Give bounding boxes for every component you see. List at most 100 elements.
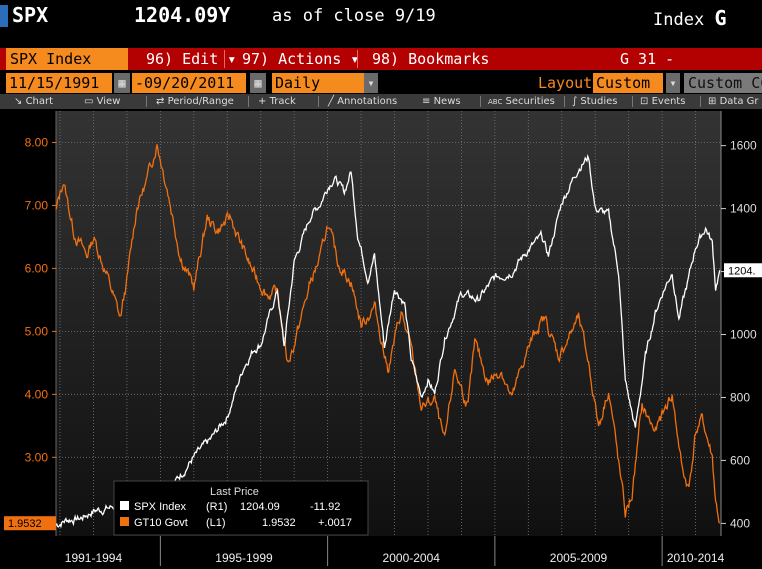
- toolbar-divider: [564, 96, 565, 107]
- security-header: SPX 1204.09Y as of close 9/19 Index G: [0, 0, 762, 32]
- toolbar-studies[interactable]: ∫ Studies: [572, 95, 618, 108]
- toolbar-period-range[interactable]: ⇄ Period/Range: [156, 95, 234, 108]
- toolbar-divider: [248, 96, 249, 107]
- bookmarks-menu[interactable]: 98) Bookmarks: [372, 50, 490, 68]
- chevron-down-icon[interactable]: ▾: [666, 73, 680, 93]
- as-of-close: as of close 9/19: [272, 6, 436, 26]
- menu-divider: [357, 50, 358, 68]
- chart-icon: ↘: [14, 96, 23, 107]
- toolbar-studies-label: Studies: [580, 96, 618, 107]
- last-price-tag-right: 1204.: [724, 263, 762, 278]
- menu-divider: [224, 50, 225, 68]
- index-label-text: Index: [653, 10, 705, 30]
- toolbar-track[interactable]: + Track: [258, 95, 296, 108]
- custom-field[interactable]: Custom CC: [684, 73, 762, 93]
- last-price-tag-left-text: 1.9532: [8, 518, 42, 530]
- legend-box: [113, 480, 369, 536]
- left-axis-tick-label: 7.00: [25, 198, 49, 212]
- toolbar-annotations[interactable]: ╱ Annotations: [328, 95, 397, 108]
- x-axis: 1991-1994 1995-1999 2000-2004 2005-2009 2010…: [65, 551, 725, 565]
- index-label: Index G: [653, 6, 726, 30]
- last-price-tag-left-box: [4, 516, 56, 531]
- right-axis-tick-label: 800: [730, 390, 750, 404]
- last-price-tag-right-box: [724, 263, 762, 278]
- end-date-value: 09/20/2011: [144, 74, 235, 92]
- chevron-down-icon[interactable]: ▾: [364, 73, 378, 93]
- toolbar-divider: [480, 96, 481, 107]
- chart-legend[interactable]: Last Price SPX Index (R1) 1204.09 -11.92…: [113, 480, 369, 536]
- header-accent-bar: [0, 5, 8, 27]
- toolbar-chart-label: Chart: [25, 96, 54, 107]
- legend-title: Last Price: [210, 486, 259, 498]
- toolbar-view-label: View: [96, 96, 121, 107]
- track-icon: +: [258, 96, 267, 107]
- toolbar-chart[interactable]: ↘ Chart: [14, 95, 53, 108]
- right-axis-tick-label: 1400: [730, 202, 757, 216]
- left-axis-tick-label: 8.00: [25, 135, 49, 149]
- actions-menu[interactable]: 97) Actions ▾: [242, 48, 359, 70]
- layout-label: Layout: [538, 74, 593, 92]
- left-axis-tick-label: 4.00: [25, 387, 49, 401]
- date-range-row: 11/15/1991 ▦ -09/20/2011 ▦ Daily ▾ Layou…: [0, 72, 762, 94]
- securities-icon: ABC: [488, 98, 503, 106]
- data-grid-icon: ⊞: [708, 96, 717, 107]
- toolbar-divider: [146, 96, 147, 107]
- edit-menu[interactable]: 96) Edit ▾: [146, 48, 236, 70]
- last-price-tag-right-text: 1204.: [728, 265, 756, 277]
- period-separators: [159, 536, 663, 566]
- legend-change-gt10: +.0017: [318, 517, 352, 529]
- right-axis-tick-label: 400: [730, 516, 750, 530]
- toolbar-period-label: Period/Range: [167, 96, 234, 107]
- chart-toolbar: ↘ Chart ▭ View ⇄ Period/Range + Track ╱ …: [0, 94, 762, 109]
- toolbar-events-label: Events: [651, 96, 686, 107]
- toolbar-securities[interactable]: ABC Securities: [488, 95, 555, 109]
- toolbar-track-label: Track: [269, 96, 296, 107]
- annotations-icon: ╱: [328, 96, 335, 107]
- edit-menu-label: 96) Edit: [146, 50, 219, 68]
- toolbar-data-grid-label: Data Gr: [719, 96, 759, 107]
- right-axis-tick-label: 600: [730, 453, 750, 467]
- function-bar: SPX Index 96) Edit ▾ 97) Actions ▾ 98) B…: [0, 48, 762, 90]
- chart-name: G 31 - EquityVsRate: [620, 50, 728, 90]
- calendar-icon[interactable]: ▦: [250, 73, 266, 93]
- toolbar-view[interactable]: ▭ View: [84, 95, 120, 108]
- view-icon: ▭: [84, 96, 94, 107]
- calendar-icon[interactable]: ▦: [114, 73, 130, 93]
- toolbar-news[interactable]: ≡ News: [422, 95, 461, 108]
- events-icon: ⊡: [640, 96, 649, 107]
- security-field[interactable]: SPX Index: [6, 48, 128, 70]
- end-date-field[interactable]: -09/20/2011: [132, 73, 246, 93]
- legend-swatch-spx: [120, 501, 129, 510]
- actions-menu-label: 97) Actions: [242, 50, 342, 68]
- x-axis-tick-label: 1991-1994: [65, 551, 123, 565]
- left-axis: 3.00 4.00 5.00 6.00 7.00 8.00: [25, 111, 57, 536]
- toolbar-securities-label: Securities: [505, 96, 555, 107]
- layout-select[interactable]: Custom: [593, 73, 663, 93]
- x-axis-tick-label: 2000-2004: [383, 551, 441, 565]
- price-chart[interactable]: 3.00 4.00 5.00 6.00 7.00 8.00 400 600 800 1000 12…: [0, 109, 762, 569]
- toolbar-news-label: News: [433, 96, 461, 107]
- toolbar-data-grid[interactable]: ⊞ Data Gr: [708, 95, 759, 108]
- toolbar-divider: [700, 96, 701, 107]
- news-icon: ≡: [422, 96, 431, 107]
- x-axis-tick-label: 2005-2009: [550, 551, 608, 565]
- legend-axis-gt10: (L1): [206, 517, 226, 529]
- start-date-field[interactable]: 11/15/1991: [6, 73, 112, 93]
- toolbar-events[interactable]: ⊡ Events: [640, 95, 685, 108]
- edit-caret-icon: ▾: [227, 50, 237, 68]
- period-select[interactable]: Daily: [272, 73, 364, 93]
- x-axis-tick-label: 1995-1999: [215, 551, 273, 565]
- series-line-gt10: [55, 144, 721, 524]
- studies-icon: ∫: [572, 96, 578, 107]
- end-date-dash: -: [135, 74, 145, 92]
- left-axis-tick-label: 3.00: [25, 450, 49, 464]
- ticker-symbol[interactable]: SPX: [12, 3, 49, 27]
- last-price-tag-left: 1.9532: [4, 516, 56, 531]
- legend-swatch-gt10: [120, 517, 129, 526]
- legend-change-spx: -11.92: [310, 501, 340, 513]
- right-axis-tick-label: 1600: [730, 139, 757, 153]
- left-axis-tick-label: 5.00: [25, 324, 49, 338]
- gridlines: [56, 111, 721, 536]
- index-key: G: [714, 6, 727, 30]
- legend-value-spx: 1204.09: [240, 501, 280, 513]
